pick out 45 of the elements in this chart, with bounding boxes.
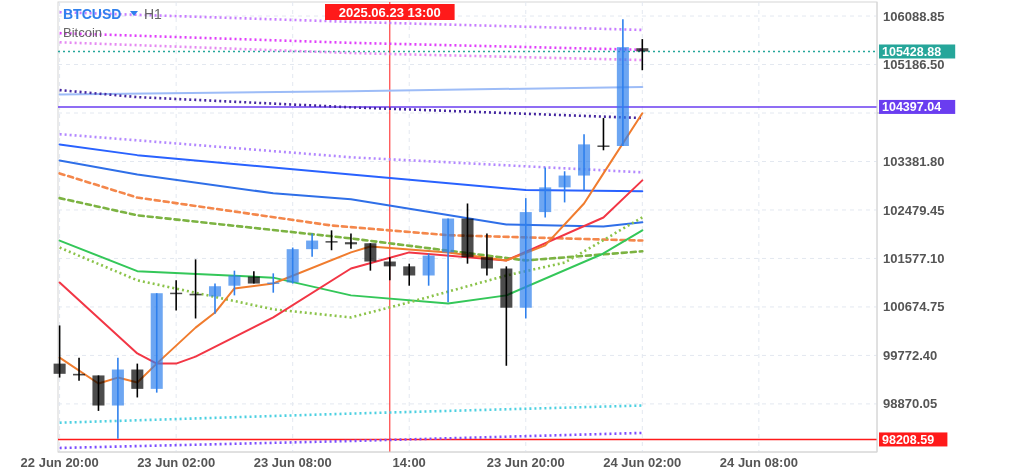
x-tick-label: 24 Jun 08:00	[719, 455, 798, 470]
x-tick-label: 23 Jun 02:00	[137, 455, 216, 470]
y-tick-label: 102479.45	[883, 202, 945, 218]
ref-line-label: 105428.88	[882, 44, 942, 59]
candlestick	[403, 262, 416, 287]
candlestick	[228, 269, 241, 297]
x-tick-label: 22 Jun 20:00	[20, 455, 99, 470]
line-series	[58, 88, 644, 120]
line-series	[58, 179, 644, 365]
y-tick-label: 99772.40	[883, 347, 938, 363]
candlestick	[344, 232, 357, 250]
candlestick	[53, 324, 66, 379]
candlestick	[325, 229, 338, 252]
line-series	[58, 172, 644, 242]
candlestick	[208, 282, 222, 315]
x-tick-label: 23 Jun 20:00	[486, 455, 565, 470]
x-tick-label: 24 Jun 02:00	[603, 455, 682, 470]
line-series	[58, 229, 644, 305]
y-tick-label: 103381.80	[883, 154, 945, 170]
candlestick	[597, 117, 610, 152]
x-tick-label: 23 Jun 08:00	[253, 455, 332, 470]
line-series	[58, 196, 644, 262]
candlestick	[558, 170, 571, 204]
y-tick-label: 98870.05	[883, 396, 938, 412]
annotation: H1	[144, 6, 163, 22]
line-series	[58, 159, 644, 228]
text: Bitcoin	[63, 25, 103, 40]
chart-title: BTCUSD	[63, 6, 122, 22]
line-series	[58, 216, 644, 319]
candlestick	[480, 232, 493, 277]
candlestick	[364, 242, 377, 272]
y-tick-label: 100674.75	[883, 299, 945, 315]
x-tick-label: 14:00	[392, 455, 426, 470]
line-series	[58, 143, 644, 193]
y-tick-label: 105186.50	[883, 57, 945, 73]
ref-line-label: 98208.59	[882, 432, 935, 447]
candlestick	[267, 272, 280, 294]
ref-line-label: 104397.04	[882, 100, 942, 115]
y-tick-label: 106088.85	[883, 8, 945, 24]
candlestick	[422, 252, 435, 287]
candlestick	[131, 362, 144, 399]
y-tick-label: 101577.10	[883, 251, 945, 266]
candlestick	[306, 232, 319, 258]
ref-line-label: 2025.06.23 13:00	[338, 4, 441, 20]
candlestick	[636, 38, 649, 72]
